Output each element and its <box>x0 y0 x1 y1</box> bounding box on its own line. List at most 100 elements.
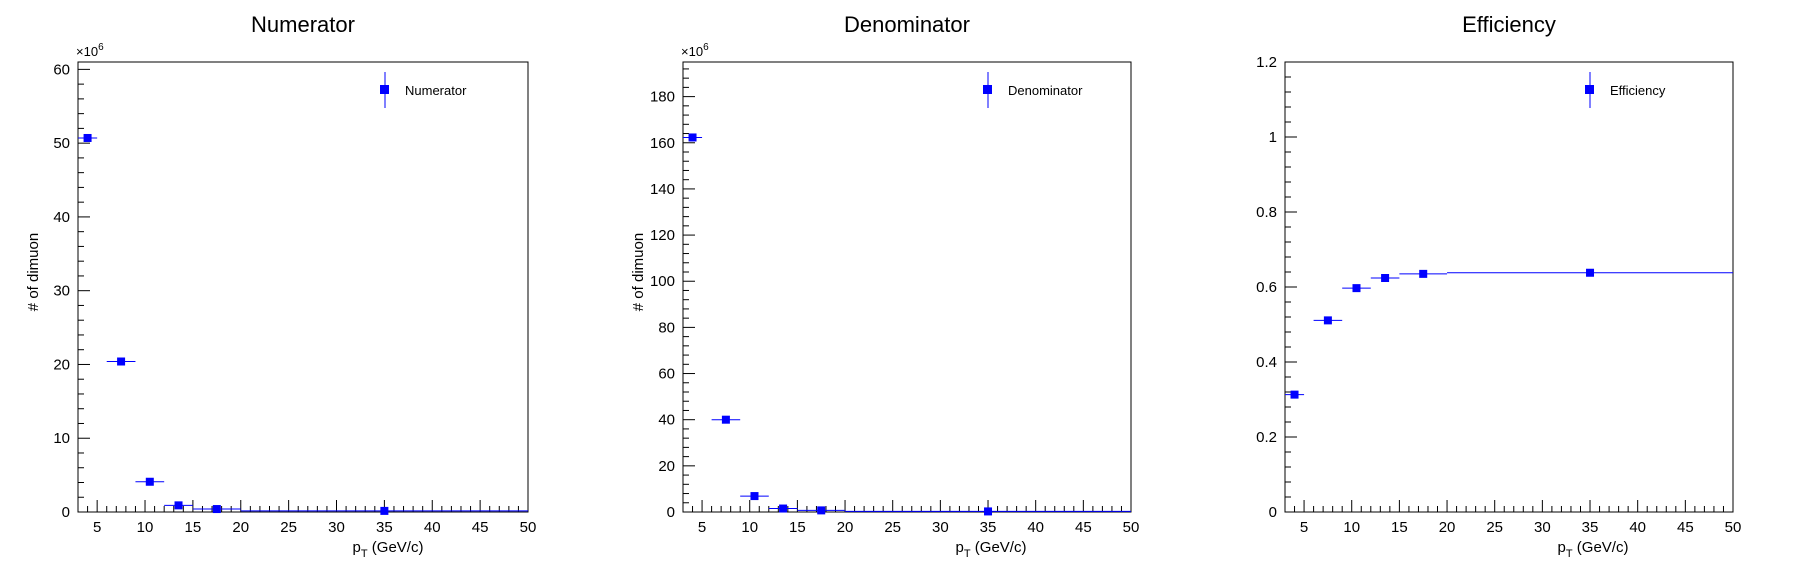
x-tick-label: 15 <box>789 519 806 536</box>
x-tick-label: 40 <box>1027 519 1044 536</box>
legend-marker <box>983 85 992 94</box>
y-axis: 0 0.2 0.4 0.6 0.8 1 1.2 <box>1256 54 1297 521</box>
x-tick-label: 5 <box>93 519 101 536</box>
x-tick-label: 25 <box>280 519 297 536</box>
chart-title: Numerator <box>251 12 355 37</box>
y-exponent-label: ×106 <box>76 42 104 59</box>
y-tick-label: 1 <box>1269 129 1277 146</box>
y-tick-label: 50 <box>53 135 70 152</box>
legend: Efficiency <box>1585 72 1666 108</box>
chart-title: Denominator <box>844 12 970 37</box>
data-point <box>1419 269 1428 278</box>
y-tick-label: 40 <box>658 412 675 429</box>
x-axis-title: pT (GeV/c) <box>956 539 1027 560</box>
series-denominator <box>683 133 1131 516</box>
y-tick-label: 20 <box>53 356 70 373</box>
x-tick-label: 25 <box>884 519 901 536</box>
x-tick-label: 50 <box>1725 519 1742 536</box>
y-tick-label: 0.2 <box>1256 429 1277 446</box>
data-point <box>1352 284 1361 293</box>
data-point <box>1381 274 1390 282</box>
x-tick-label: 35 <box>376 519 393 536</box>
data-point <box>1323 316 1332 325</box>
panel-denominator: Denominator 5 10 15 20 25 30 35 40 45 50 0 20 40 60 80 1… <box>630 12 1139 560</box>
x-tick-label: 45 <box>1677 519 1694 536</box>
x-tick-label: 20 <box>232 519 249 536</box>
x-axis: 5 10 15 20 25 30 35 40 45 50 <box>1284 500 1742 536</box>
y-axis-title: # of dimuon <box>630 233 647 311</box>
y-tick-label: 40 <box>53 209 70 226</box>
x-tick-label: 15 <box>185 519 202 536</box>
data-point <box>984 507 993 516</box>
data-point <box>174 501 183 510</box>
chart-title: Efficiency <box>1462 12 1556 37</box>
x-tick-label: 30 <box>328 519 345 536</box>
y-tick-label: 20 <box>658 458 675 475</box>
x-tick-label: 10 <box>741 519 758 536</box>
data-point <box>83 133 92 142</box>
y-tick-label: 120 <box>650 227 675 244</box>
data-point <box>817 506 826 515</box>
x-tick-label: 5 <box>698 519 706 536</box>
x-tick-label: 40 <box>1629 519 1646 536</box>
x-tick-label: 20 <box>837 519 854 536</box>
y-tick-label: 0 <box>62 504 70 521</box>
legend-marker <box>380 85 389 94</box>
y-tick-label: 60 <box>53 61 70 78</box>
x-tick-label: 40 <box>424 519 441 536</box>
panel-numerator: Numerator 5 10 15 20 25 30 35 40 45 50 0 10 20 30 40 50 6… <box>25 12 536 560</box>
y-tick-label: 100 <box>650 273 675 290</box>
data-point <box>688 133 697 142</box>
x-tick-label: 20 <box>1439 519 1456 536</box>
data-point <box>779 504 788 513</box>
y-tick-label: 60 <box>658 366 675 383</box>
legend-label: Denominator <box>1008 83 1083 98</box>
x-tick-label: 10 <box>137 519 154 536</box>
y-tick-label: 30 <box>53 283 70 300</box>
legend-marker <box>1585 85 1594 94</box>
x-tick-label: 25 <box>1486 519 1503 536</box>
y-tick-label: 0 <box>1269 504 1277 521</box>
y-exponent-label: ×106 <box>681 42 709 59</box>
data-point <box>380 506 389 515</box>
series-numerator <box>78 133 528 515</box>
plot-frame <box>77 61 529 513</box>
data-point <box>117 357 126 366</box>
legend: Numerator <box>380 72 467 108</box>
y-tick-label: 0.8 <box>1256 204 1277 221</box>
plot-frame <box>1284 61 1734 513</box>
legend-label: Efficiency <box>1610 83 1666 98</box>
y-tick-label: 0.4 <box>1256 354 1277 371</box>
y-tick-label: 140 <box>650 181 675 198</box>
x-tick-label: 10 <box>1343 519 1360 536</box>
y-tick-label: 1.2 <box>1256 54 1277 71</box>
x-tick-label: 45 <box>1075 519 1092 536</box>
y-axis: 0 10 20 30 40 50 60 <box>53 61 90 521</box>
y-tick-label: 160 <box>650 135 675 152</box>
x-tick-label: 30 <box>932 519 949 536</box>
x-axis-title: pT (GeV/c) <box>1558 539 1629 560</box>
x-tick-label: 45 <box>472 519 489 536</box>
y-tick-label: 180 <box>650 89 675 106</box>
x-tick-label: 50 <box>1123 519 1140 536</box>
plot-frame <box>682 61 1132 513</box>
y-tick-label: 80 <box>658 319 675 336</box>
data-point <box>721 415 730 424</box>
data-point <box>1290 390 1299 399</box>
x-tick-label: 50 <box>520 519 537 536</box>
x-tick-label: 5 <box>1300 519 1308 536</box>
y-axis: 0 20 40 60 80 100 120 140 160 180 <box>650 68 695 521</box>
legend-label: Numerator <box>405 83 467 98</box>
x-tick-label: 15 <box>1391 519 1408 536</box>
x-tick-label: 30 <box>1534 519 1551 536</box>
y-axis-title: # of dimuon <box>25 233 42 311</box>
y-tick-label: 0.6 <box>1256 279 1277 296</box>
y-tick-label: 0 <box>667 504 675 521</box>
y-tick-label: 10 <box>53 430 70 447</box>
data-point <box>1586 268 1595 277</box>
x-tick-label: 35 <box>980 519 997 536</box>
x-axis: 5 10 15 20 25 30 35 40 45 50 <box>682 500 1140 536</box>
data-point <box>145 477 154 486</box>
